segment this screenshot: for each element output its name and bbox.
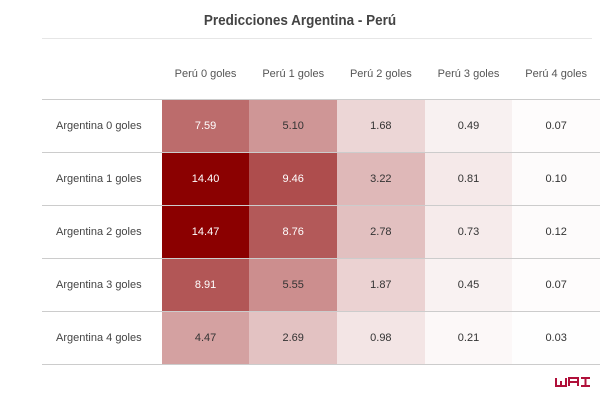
row-label: Argentina 0 goles	[42, 99, 162, 153]
heatmap-cell: 9.46	[249, 152, 338, 206]
heatmap-cell: 3.22	[337, 152, 425, 206]
column-header: Perú 0 goles	[174, 67, 237, 80]
heatmap-cell: 14.47	[161, 205, 250, 259]
table-row: Argentina 4 goles 4.47 2.69 0.98 0.21 0.03	[42, 311, 600, 365]
heatmap-cell: 0.10	[512, 152, 600, 206]
column-header: Perú 2 goles	[349, 67, 412, 80]
chart-title: Predicciones Argentina - Perú	[203, 12, 397, 29]
heatmap-cell: 0.73	[424, 205, 513, 259]
column-header: Perú 4 goles	[525, 67, 588, 80]
table-row: Argentina 2 goles 14.47 8.76 2.78 0.73 0.12	[42, 205, 600, 259]
heatmap-cell: 0.21	[424, 311, 513, 365]
heatmap-cell: 8.76	[249, 205, 338, 259]
table-row: Argentina 1 goles 14.40 9.46 3.22 0.81 0.10	[42, 152, 600, 206]
heatmap-cell: 0.12	[512, 205, 600, 259]
corner-cell	[42, 48, 162, 100]
heatmap-cell: 0.07	[512, 99, 600, 153]
table-row: Argentina 3 goles 8.91 5.55 1.87 0.45 0.07	[42, 258, 600, 312]
heatmap-cell: 5.10	[249, 99, 338, 153]
row-label: Argentina 4 goles	[42, 311, 162, 365]
heatmap-cell: 0.03	[512, 311, 600, 365]
heatmap-cell: 0.49	[424, 99, 513, 153]
heatmap-cell: 5.55	[249, 258, 338, 312]
heatmap-cell: 14.40	[161, 152, 250, 206]
heatmap-cell: 0.45	[424, 258, 513, 312]
column-header: Perú 3 goles	[437, 67, 500, 80]
heatmap-cell: 2.69	[249, 311, 338, 365]
table-row: Argentina 0 goles 7.59 5.10 1.68 0.49 0.07	[42, 99, 600, 153]
heatmap-cell: 7.59	[161, 99, 250, 153]
heatmap-cell: 1.87	[337, 258, 425, 312]
heatmap-cell: 1.68	[337, 99, 425, 153]
heatmap-cell: 8.91	[161, 258, 250, 312]
column-header: Perú 1 goles	[262, 67, 325, 80]
heatmap-cell: 0.07	[512, 258, 600, 312]
heatmap-cell: 0.98	[337, 311, 425, 365]
wai-logo	[555, 377, 590, 387]
heatmap-cell: 2.78	[337, 205, 425, 259]
row-label: Argentina 1 goles	[42, 152, 162, 206]
heatmap-cell: 0.81	[424, 152, 513, 206]
row-label: Argentina 2 goles	[42, 205, 162, 259]
heatmap-table: Perú 0 goles Perú 1 goles Perú 2 goles Perú…	[42, 48, 600, 365]
divider	[42, 38, 592, 39]
heatmap-cell: 4.47	[161, 311, 250, 365]
row-label: Argentina 3 goles	[42, 258, 162, 312]
